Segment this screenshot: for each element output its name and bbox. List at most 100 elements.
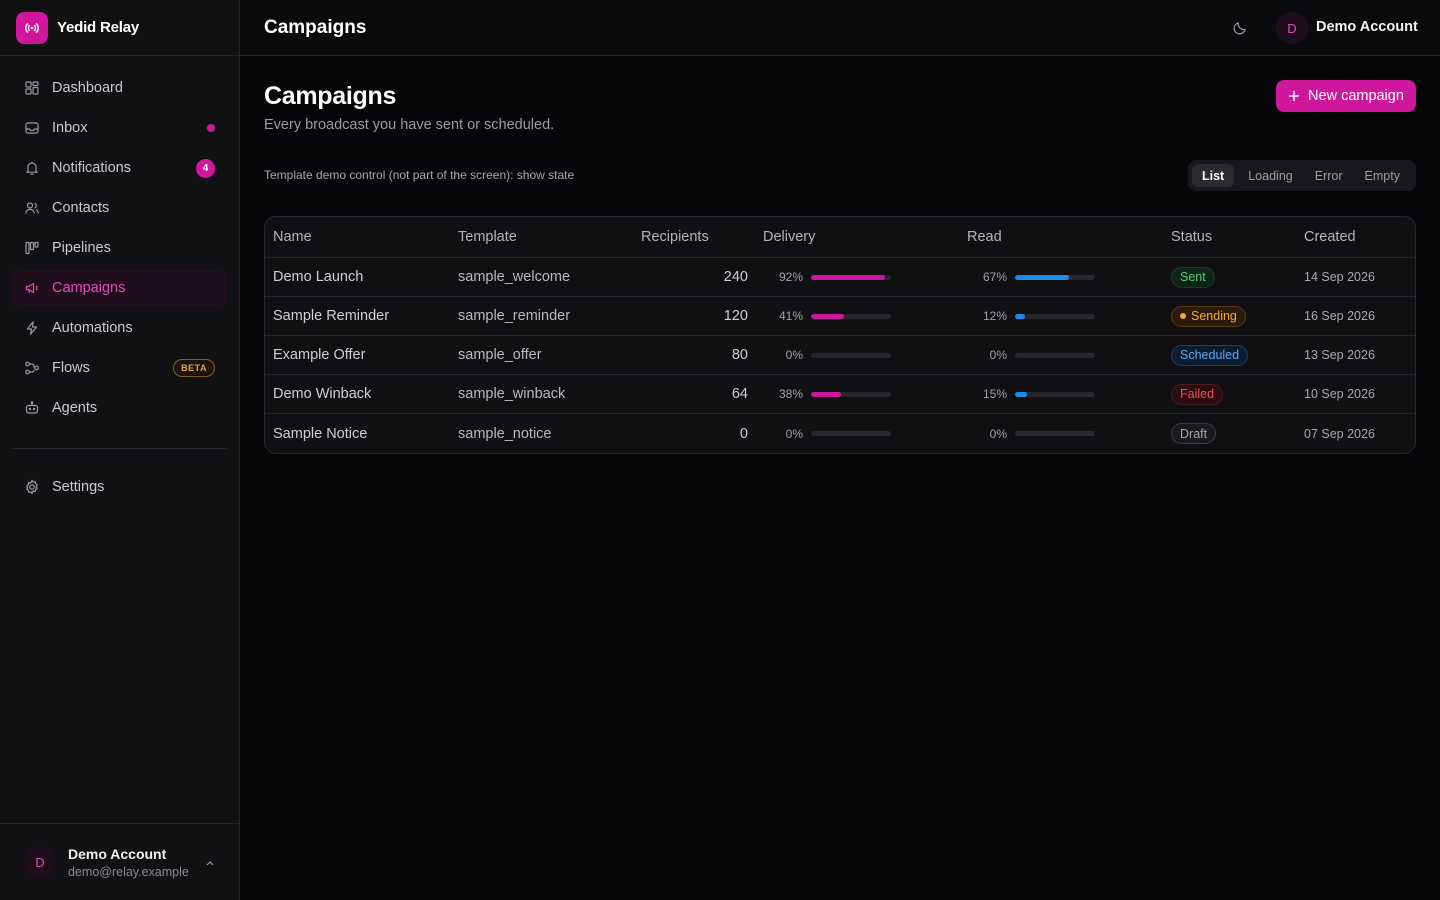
campaign-name: Example Offer bbox=[273, 347, 366, 363]
user-name: Demo Account bbox=[68, 845, 167, 862]
campaign-recipients: 80 bbox=[731, 347, 748, 363]
table-row[interactable]: Demo Winback sample_winback 64 38% 15% F… bbox=[265, 375, 1415, 414]
table-row[interactable]: Example Offer sample_offer 80 0% 0% Sche… bbox=[265, 336, 1415, 375]
beta-badge: BETA bbox=[173, 359, 215, 377]
delivery-progress: 41% bbox=[763, 297, 963, 335]
sidebar: Yedid Relay Dashboard Inbox Notification… bbox=[0, 0, 240, 900]
delivery-percent: 0% bbox=[785, 348, 803, 362]
status-cell: Sent bbox=[1171, 258, 1215, 296]
sidebar-item-pipelines[interactable]: Pipelines bbox=[12, 230, 227, 266]
table-row[interactable]: Demo Launch sample_welcome 240 92% 67% S… bbox=[265, 258, 1415, 297]
brand[interactable]: Yedid Relay bbox=[0, 0, 239, 56]
sidebar-item-label: Inbox bbox=[52, 120, 88, 136]
status-cell: Sending bbox=[1171, 297, 1246, 335]
sidebar-divider bbox=[12, 448, 227, 449]
avatar: D bbox=[24, 846, 56, 878]
read-fill bbox=[1015, 391, 1027, 397]
column-header-status[interactable]: Status bbox=[1171, 229, 1213, 245]
gear-icon bbox=[24, 479, 40, 495]
new-campaign-button[interactable]: New campaign bbox=[1276, 80, 1416, 112]
brand-logo-icon bbox=[16, 11, 48, 44]
read-percent: 15% bbox=[982, 387, 1007, 401]
campaign-created: 10 Sep 2026 bbox=[1304, 387, 1375, 401]
campaign-name: Sample Reminder bbox=[273, 308, 390, 324]
campaign-created: 14 Sep 2026 bbox=[1304, 270, 1375, 284]
delivery-progress: 92% bbox=[763, 258, 963, 296]
column-header-created[interactable]: Created bbox=[1304, 229, 1356, 245]
sidebar-item-label: Pipelines bbox=[52, 240, 111, 256]
inbox-icon bbox=[24, 120, 40, 136]
read-track bbox=[1015, 274, 1095, 280]
campaign-template: sample_winback bbox=[458, 386, 566, 402]
table-row[interactable]: Sample Reminder sample_reminder 120 41% … bbox=[265, 297, 1415, 336]
sidebar-item-settings[interactable]: Settings bbox=[12, 469, 227, 505]
read-progress: 12% bbox=[967, 297, 1167, 335]
column-header-read[interactable]: Read bbox=[967, 229, 1002, 245]
read-fill bbox=[1015, 274, 1069, 280]
campaign-recipients: 0 bbox=[739, 425, 748, 442]
campaign-template: sample_welcome bbox=[458, 269, 571, 285]
sidebar-item-label: Agents bbox=[52, 400, 98, 416]
sidebar-item-label: Dashboard bbox=[52, 80, 123, 96]
campaign-created: 07 Sep 2026 bbox=[1304, 426, 1375, 441]
account-avatar[interactable]: D bbox=[1276, 12, 1308, 44]
top-bar: Campaigns D Demo Account bbox=[240, 0, 1440, 56]
table-row[interactable]: Sample Notice sample_notice 0 0% 0% Draf… bbox=[265, 414, 1415, 453]
column-header-name[interactable]: Name bbox=[273, 229, 312, 245]
account-name[interactable]: Demo Account bbox=[1316, 19, 1418, 35]
sidebar-nav: Dashboard Inbox Notifications 4 Contacts bbox=[12, 70, 227, 430]
delivery-percent: 0% bbox=[785, 426, 803, 441]
status-badge: Sent bbox=[1171, 266, 1215, 288]
sidebar-item-contacts[interactable]: Contacts bbox=[12, 190, 227, 226]
read-progress: 67% bbox=[967, 258, 1167, 296]
column-header-template[interactable]: Template bbox=[458, 229, 517, 245]
sidebar-item-label: Campaigns bbox=[52, 280, 126, 296]
sidebar-item-label: Settings bbox=[52, 479, 105, 495]
status-cell: Scheduled bbox=[1171, 336, 1249, 374]
column-header-delivery[interactable]: Delivery bbox=[763, 229, 816, 245]
chevron-up-icon bbox=[206, 861, 214, 866]
column-header-recipients[interactable]: Recipients bbox=[641, 229, 709, 245]
campaign-name: Sample Notice bbox=[273, 425, 368, 442]
read-percent: 67% bbox=[982, 270, 1007, 284]
delivery-track bbox=[811, 431, 891, 436]
dashboard-icon bbox=[24, 80, 40, 96]
sidebar-item-label: Notifications bbox=[52, 160, 131, 176]
delivery-track bbox=[811, 352, 891, 358]
user-menu[interactable]: D Demo Account demo@relay.example bbox=[0, 823, 240, 900]
bell-icon bbox=[24, 160, 40, 176]
sidebar-item-agents[interactable]: Agents bbox=[12, 390, 227, 426]
status-cell: Draft bbox=[1171, 414, 1217, 453]
new-campaign-label: New campaign bbox=[1308, 88, 1404, 104]
campaign-recipients: 64 bbox=[731, 386, 748, 402]
campaign-template: sample_reminder bbox=[458, 308, 571, 324]
state-error-button[interactable]: Error bbox=[1314, 168, 1343, 183]
flow-icon bbox=[24, 360, 40, 376]
status-badge: Failed bbox=[1171, 383, 1224, 405]
sidebar-item-dashboard[interactable]: Dashboard bbox=[12, 70, 227, 106]
read-track bbox=[1015, 431, 1095, 436]
read-track bbox=[1015, 313, 1095, 319]
sidebar-item-label: Contacts bbox=[52, 200, 110, 216]
moon-icon[interactable] bbox=[1232, 20, 1248, 36]
state-list-button[interactable]: List bbox=[1192, 164, 1235, 187]
sidebar-item-inbox[interactable]: Inbox bbox=[12, 110, 227, 146]
delivery-fill bbox=[811, 313, 844, 319]
sidebar-item-campaigns[interactable]: Campaigns bbox=[12, 270, 227, 306]
megaphone-icon bbox=[24, 280, 40, 296]
read-track bbox=[1015, 352, 1095, 358]
sidebar-item-flows[interactable]: Flows BETA bbox=[12, 350, 227, 386]
page-title: Campaigns bbox=[264, 82, 397, 110]
campaign-created: 16 Sep 2026 bbox=[1304, 309, 1375, 323]
pipeline-icon bbox=[24, 240, 40, 256]
plus-icon bbox=[1288, 90, 1300, 102]
delivery-track bbox=[811, 274, 891, 280]
campaign-template: sample_offer bbox=[458, 347, 542, 363]
sidebar-item-automations[interactable]: Automations bbox=[12, 310, 227, 346]
state-empty-button[interactable]: Empty bbox=[1364, 168, 1400, 183]
sidebar-item-notifications[interactable]: Notifications 4 bbox=[12, 150, 227, 186]
status-cell: Failed bbox=[1171, 375, 1224, 413]
delivery-progress: 0% bbox=[763, 414, 963, 453]
delivery-fill bbox=[811, 391, 842, 397]
state-loading-button[interactable]: Loading bbox=[1248, 168, 1293, 183]
